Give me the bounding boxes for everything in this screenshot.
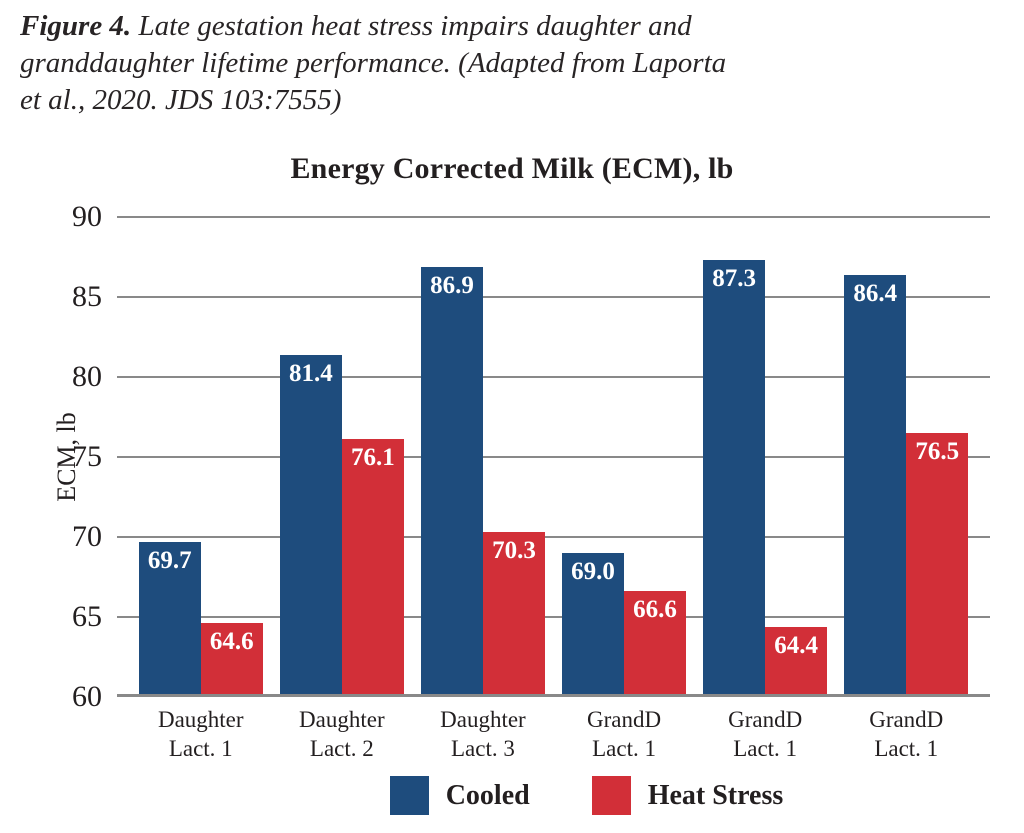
chart-title: Energy Corrected Milk (ECM), lb bbox=[290, 152, 734, 185]
bar-cooled-group-4: 69.0 bbox=[562, 553, 625, 697]
y-tick-65: 65 bbox=[72, 600, 102, 633]
bar-heat-stress-group-3: 70.3 bbox=[482, 532, 545, 697]
bar-value-label: 81.4 bbox=[288, 359, 333, 387]
x-label-line-2: Lact. 2 bbox=[309, 736, 374, 761]
legend-swatch-heat-stress bbox=[591, 776, 631, 815]
x-label-line-1: GrandD bbox=[587, 707, 662, 732]
x-label-line-2: Lact. 1 bbox=[874, 736, 939, 761]
y-tick-75: 75 bbox=[72, 440, 102, 473]
gridline-60 bbox=[117, 694, 990, 697]
y-tick-90: 90 bbox=[72, 200, 102, 233]
bar-cooled-group-1: 69.7 bbox=[138, 541, 201, 697]
bar-heat-stress-group-2: 76.1 bbox=[341, 439, 404, 697]
gridline-80 bbox=[117, 376, 990, 378]
bar-value-label: 64.6 bbox=[209, 628, 254, 656]
plot-area: 69.7 64.6 81.4 76.1 86.9 70.3 69.0 66.6 87.3 64.4… bbox=[117, 216, 990, 697]
x-label-2: Daughter Lact. 2 bbox=[272, 705, 412, 763]
bar-value-label: 76.1 bbox=[350, 444, 395, 472]
bar-value-label: 76.5 bbox=[915, 438, 960, 465]
y-tick-80: 80 bbox=[72, 360, 102, 393]
gridline-75 bbox=[117, 456, 990, 458]
y-tick-85: 85 bbox=[72, 280, 102, 313]
x-label-4: GrandD Lact. 1 bbox=[554, 705, 694, 763]
caption-line-1: Figure 4. Late gestation heat stress imp… bbox=[20, 8, 990, 45]
bar-heat-stress-group-1: 64.6 bbox=[200, 623, 263, 697]
bar-cooled-group-6: 86.4 bbox=[844, 274, 907, 697]
x-label-line-2: Lact. 1 bbox=[168, 736, 233, 761]
gridline-85 bbox=[117, 296, 990, 298]
bar-value-label: 70.3 bbox=[492, 537, 536, 565]
y-tick-70: 70 bbox=[72, 520, 102, 553]
gridline-65 bbox=[117, 616, 990, 618]
legend-swatch-cooled bbox=[389, 776, 429, 815]
bar-cooled-group-3: 86.9 bbox=[420, 266, 483, 697]
legend: Cooled Heat Stress bbox=[150, 776, 1023, 815]
figure-number-label: Figure 4. bbox=[20, 10, 132, 42]
x-label-line-1: GrandD bbox=[728, 707, 803, 732]
bar-value-label: 69.7 bbox=[147, 546, 192, 574]
bar-heat-stress-group-4: 66.6 bbox=[624, 591, 687, 697]
gridline-70 bbox=[117, 536, 990, 538]
x-label-line-1: GrandD bbox=[869, 707, 944, 732]
gridline-90 bbox=[117, 216, 990, 218]
bar-value-label: 64.4 bbox=[774, 631, 819, 659]
x-label-line-1: Daughter bbox=[157, 707, 244, 732]
bar-value-label: 87.3 bbox=[712, 265, 757, 293]
x-label-line-2: Lact. 1 bbox=[592, 736, 656, 761]
x-label-line-2: Lact. 1 bbox=[733, 736, 798, 761]
caption-line-1-text: Late gestation heat stress impairs daugh… bbox=[138, 10, 692, 42]
x-label-3: Daughter Lact. 3 bbox=[413, 705, 553, 763]
bar-heat-stress-group-6: 76.5 bbox=[906, 433, 969, 697]
bar-value-label: 69.0 bbox=[571, 558, 615, 585]
bar-cooled-group-2: 81.4 bbox=[279, 354, 342, 697]
y-tick-60: 60 bbox=[72, 680, 102, 713]
bar-value-label: 86.9 bbox=[430, 271, 474, 299]
x-label-6: GrandD Lact. 1 bbox=[836, 705, 976, 763]
legend-item-heat-stress: Heat Stress bbox=[591, 776, 784, 815]
figure-caption: Figure 4. Late gestation heat stress imp… bbox=[20, 8, 990, 119]
legend-label-cooled: Cooled bbox=[445, 779, 530, 811]
bar-value-label: 86.4 bbox=[853, 279, 898, 307]
bar-heat-stress-group-5: 64.4 bbox=[765, 626, 828, 697]
x-label-5: GrandD Lact. 1 bbox=[695, 705, 835, 763]
bar-cooled-group-5: 87.3 bbox=[703, 260, 766, 697]
legend-item-cooled: Cooled bbox=[389, 776, 530, 815]
bar-value-label: 66.6 bbox=[633, 596, 677, 624]
caption-line-3: et al., 2020. JDS 103:7555) bbox=[20, 84, 342, 116]
x-label-line-2: Lact. 3 bbox=[451, 736, 515, 761]
x-label-line-1: Daughter bbox=[440, 707, 526, 732]
x-label-line-1: Daughter bbox=[299, 707, 385, 732]
x-label-1: Daughter Lact. 1 bbox=[131, 705, 271, 763]
caption-line-2: granddaughter lifetime performance. (Ada… bbox=[20, 47, 727, 79]
legend-label-heat-stress: Heat Stress bbox=[647, 779, 784, 811]
